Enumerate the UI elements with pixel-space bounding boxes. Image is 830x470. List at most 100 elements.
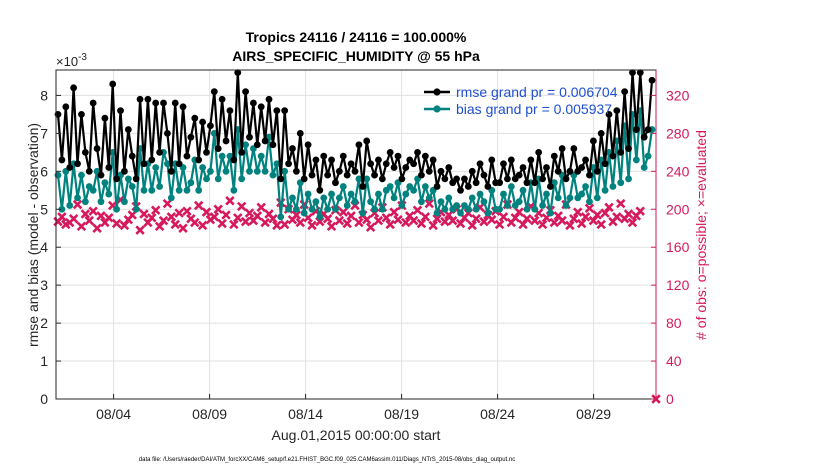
rmse-point [164, 129, 171, 137]
obs-evaluated-marker [623, 209, 634, 219]
bias-point [304, 190, 312, 198]
obs-evaluated-marker [213, 204, 223, 214]
obs-evaluated-marker [166, 212, 177, 222]
rmse-point [328, 156, 335, 164]
rmse-point [203, 148, 210, 156]
rmse-point [597, 129, 605, 137]
bias-point [578, 190, 586, 198]
rmse-point [593, 167, 601, 175]
bias-point [195, 186, 203, 194]
bias-point [300, 209, 308, 217]
rmse-point [632, 126, 640, 133]
rmse-point [109, 80, 117, 88]
rmse-point [461, 175, 468, 183]
bias-point [609, 183, 617, 190]
rmse-point [97, 171, 105, 179]
rmse-point [363, 137, 371, 145]
rmse-point [167, 167, 175, 175]
bias-point [246, 167, 253, 175]
rmse-point [191, 114, 199, 122]
left-tick-label: 0 [40, 391, 48, 407]
rmse-point [586, 171, 593, 179]
obs-evaluated-marker [467, 220, 477, 231]
rmse-point [613, 107, 621, 115]
plot-area [56, 70, 656, 399]
obs-evaluated-marker [135, 225, 145, 235]
rmse-point [629, 69, 636, 77]
bias-point [519, 186, 527, 194]
bias-point [453, 202, 461, 209]
bias-point [402, 190, 410, 198]
obs-evaluated-marker [197, 220, 208, 231]
rmse-point [238, 148, 246, 156]
bias-point [332, 205, 339, 213]
bias-point [257, 152, 265, 160]
obs-evaluated-marker [408, 215, 419, 226]
obs-evaluated-marker [147, 213, 157, 223]
bias-point [81, 198, 89, 206]
right-tick-label: 120 [666, 277, 690, 293]
rmse-point [644, 126, 652, 133]
bias-point [101, 179, 109, 187]
left-tick-label: 2 [40, 315, 48, 331]
bias-point [152, 164, 160, 171]
rmse-point [550, 152, 558, 160]
x-axis-label: Aug.01,2015 00:00:00 start [272, 427, 441, 443]
bias-point [66, 202, 74, 209]
bias-point [523, 205, 531, 213]
rmse-point [105, 164, 113, 171]
obs-evaluated-marker [84, 215, 94, 226]
rmse-point [515, 171, 523, 179]
obs-evaluated-marker [549, 217, 560, 228]
bias-point [97, 198, 105, 206]
rmse-point [230, 156, 238, 164]
rmse-point [70, 84, 78, 92]
rmse-point [101, 114, 109, 122]
obs-evaluated-marker [447, 215, 458, 226]
obs-evaluated-marker [236, 201, 247, 212]
rmse-point [437, 167, 445, 175]
bias-point [496, 205, 503, 213]
legend: rmse grand pr = 0.006704 bias grand pr =… [424, 84, 618, 117]
obs-evaluated-marker [412, 205, 423, 215]
bias-point [464, 205, 472, 213]
obs-evaluated-marker [104, 213, 114, 223]
obs-evaluated-marker [92, 223, 102, 233]
right-tick-label: 280 [666, 125, 690, 141]
bias-point [230, 186, 238, 194]
rmse-point [339, 152, 347, 160]
obs-evaluated-marker [471, 214, 481, 224]
rmse-point [316, 186, 324, 194]
obs-evaluated-marker [256, 202, 266, 213]
rmse-point [504, 175, 511, 183]
bias-point [312, 198, 320, 206]
rmse-point [343, 171, 351, 179]
rmse-point [296, 129, 304, 137]
bias-point [531, 205, 539, 213]
obs-evaluated-marker [401, 217, 411, 228]
rmse-point [128, 152, 136, 160]
bias-point [437, 198, 445, 206]
obs-evaluated-marker [354, 217, 364, 228]
rmse-point [156, 148, 164, 156]
bias-point [58, 205, 66, 213]
obs-evaluated-marker [88, 206, 98, 216]
rmse-point [453, 175, 461, 183]
rmse-point [246, 133, 253, 141]
rmse-point [355, 141, 363, 149]
bias-point [292, 205, 300, 213]
obs-evaluated-marker [635, 206, 645, 216]
rmse-point [378, 175, 386, 183]
bias-point [632, 156, 640, 164]
rmse-point [171, 99, 179, 107]
obs-evaluated-marker [174, 208, 184, 218]
rmse-point [562, 175, 570, 183]
obs-evaluated-marker [240, 216, 251, 227]
right-axis-ticks: 0 40 80 120 160 200 240 280 320 [651, 87, 690, 407]
obs-evaluated-marker [268, 214, 278, 224]
obs-evaluated-marker [170, 219, 180, 230]
rmse-point [566, 167, 574, 175]
rmse-point [281, 107, 289, 115]
rmse-point [531, 179, 539, 187]
rmse-point [187, 133, 195, 141]
